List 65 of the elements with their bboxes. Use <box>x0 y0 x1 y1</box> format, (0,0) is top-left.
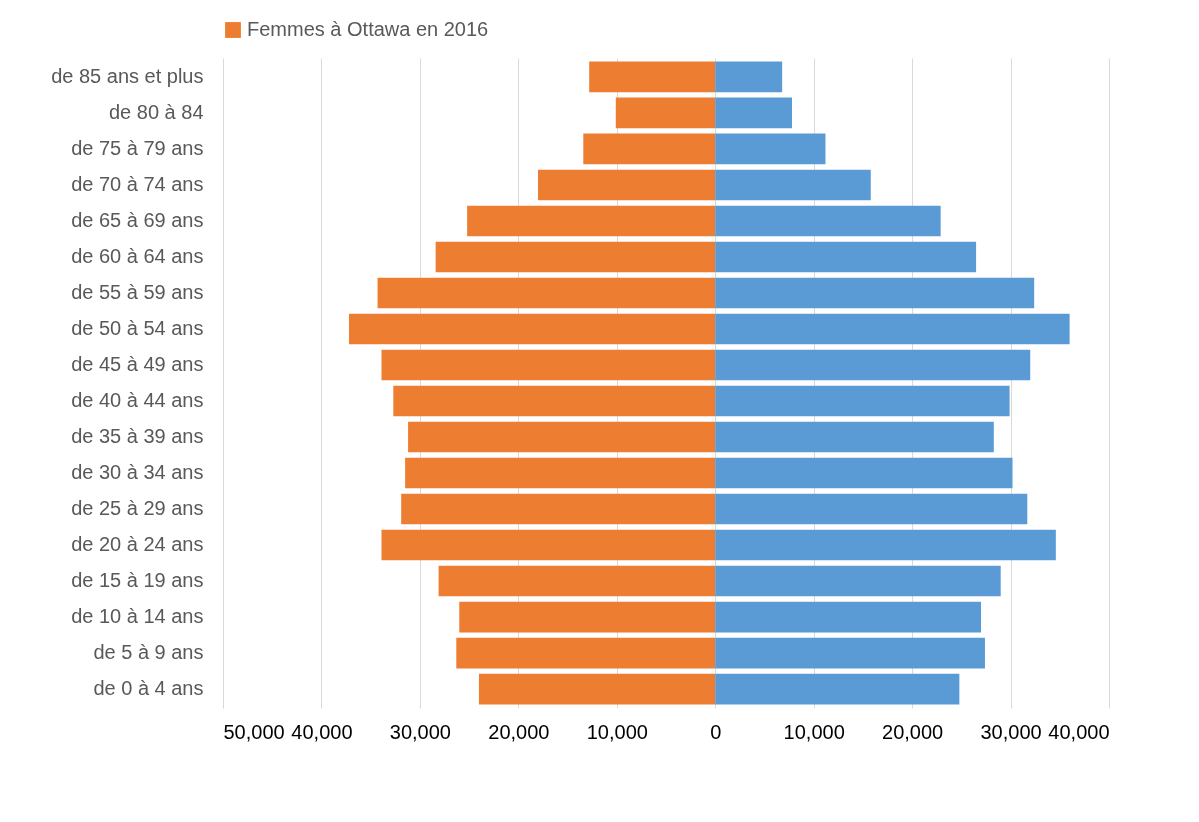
y-tick-label: de 25 à 29 ans <box>71 497 204 520</box>
bar <box>589 61 716 93</box>
x-tick-label: 40,000 <box>1048 720 1110 743</box>
bar <box>715 457 1013 489</box>
x-tick-label: 10,000 <box>586 720 648 743</box>
y-tick-label: de 35 à 39 ans <box>71 425 204 448</box>
bar <box>715 385 1010 417</box>
y-tick-label: de 60 à 64 ans <box>71 244 204 267</box>
y-tick-label: de 65 à 69 ans <box>71 208 204 231</box>
x-tick-label: 40,000 <box>291 720 353 743</box>
y-tick-label: de 50 à 54 ans <box>71 316 204 339</box>
bar <box>349 313 716 345</box>
bar <box>377 277 716 309</box>
bar <box>715 349 1031 381</box>
y-tick-label: de 20 à 24 ans <box>71 533 204 556</box>
bar <box>715 601 982 633</box>
y-tick-label: de 40 à 44 ans <box>71 389 204 412</box>
y-tick-label: de 0 à 4 ans <box>93 677 204 700</box>
bar <box>715 493 1028 525</box>
x-tick-label: 30,000 <box>980 720 1042 743</box>
y-tick-label: de 30 à 34 ans <box>71 461 204 484</box>
y-tick-label: de 45 à 49 ans <box>71 352 204 375</box>
bar <box>538 169 716 201</box>
bar <box>715 169 871 201</box>
bar <box>393 385 716 417</box>
y-tick-label: de 70 à 74 ans <box>71 172 204 195</box>
y-tick-label: de 15 à 19 ans <box>71 569 204 592</box>
bar <box>715 637 985 669</box>
y-tick-label: de 5 à 9 ans <box>93 641 204 664</box>
y-tick-label: de 10 à 14 ans <box>71 605 204 628</box>
bar <box>715 241 977 273</box>
x-tick-label: 0 <box>710 720 722 743</box>
bar <box>583 133 716 165</box>
bar <box>478 673 716 705</box>
y-tick-label: de 55 à 59 ans <box>71 280 204 303</box>
bar <box>715 313 1070 345</box>
y-tick-label: de 75 à 79 ans <box>71 136 204 159</box>
bar <box>459 601 716 633</box>
bar <box>715 565 1001 597</box>
y-tick-label: de 85 ans et plus <box>51 64 204 87</box>
bar <box>438 565 716 597</box>
bar <box>435 241 716 273</box>
bar <box>715 529 1056 561</box>
x-tick-label: 30,000 <box>389 720 451 743</box>
legend-label: Femmes à Ottawa en 2016 <box>247 18 489 40</box>
x-tick-label: 50,000 <box>223 720 285 743</box>
bar <box>405 457 716 489</box>
x-tick-label: 20,000 <box>488 720 550 743</box>
x-tick-label: 10,000 <box>783 720 845 743</box>
bar <box>715 277 1035 309</box>
bar <box>715 421 994 453</box>
bar <box>715 673 960 705</box>
bar <box>401 493 716 525</box>
bar <box>715 133 826 165</box>
bar <box>381 529 716 561</box>
bar <box>456 637 716 669</box>
bar <box>715 205 941 237</box>
bar <box>715 97 793 129</box>
bar <box>467 205 716 237</box>
bar <box>615 97 716 129</box>
bar <box>408 421 716 453</box>
x-tick-label: 20,000 <box>882 720 944 743</box>
y-tick-label: de 80 à 84 <box>108 100 204 123</box>
bar <box>381 349 716 381</box>
bar <box>715 61 783 93</box>
